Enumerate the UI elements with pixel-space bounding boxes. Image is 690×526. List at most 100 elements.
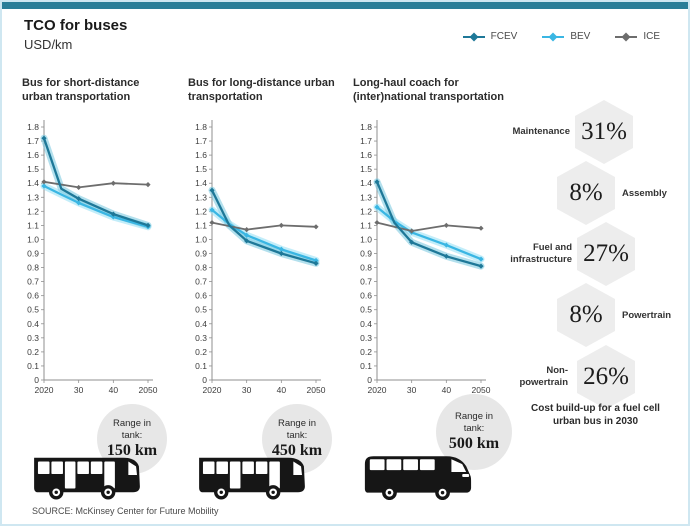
svg-text:1.3: 1.3	[27, 192, 39, 202]
svg-text:1.8: 1.8	[195, 122, 207, 132]
svg-text:0.2: 0.2	[27, 347, 39, 357]
svg-text:1.6: 1.6	[195, 150, 207, 160]
bev-line-marker-icon	[542, 32, 565, 41]
svg-text:1.8: 1.8	[360, 122, 372, 132]
svg-text:0.4: 0.4	[360, 319, 372, 329]
source-note: SOURCE: McKinsey Center for Future Mobil…	[32, 506, 219, 516]
svg-text:0.8: 0.8	[27, 263, 39, 273]
svg-text:1.1: 1.1	[360, 220, 372, 230]
range-label: Range in tank:	[112, 418, 152, 441]
svg-text:1.2: 1.2	[195, 206, 207, 216]
svg-text:0.4: 0.4	[27, 319, 39, 329]
svg-text:30: 30	[242, 385, 252, 395]
svg-text:1.4: 1.4	[360, 178, 372, 188]
legend: FCEV BEV ICE	[462, 31, 660, 42]
hexagon-non-powertrain: 26%	[577, 345, 635, 409]
svg-text:1.5: 1.5	[195, 164, 207, 174]
ice-line-marker-icon	[615, 32, 638, 41]
svg-text:0.1: 0.1	[360, 361, 372, 371]
non-powertrain-percent: 26%	[583, 363, 629, 390]
fcev-line-marker-icon	[462, 32, 485, 41]
svg-text:1.4: 1.4	[27, 178, 39, 188]
svg-text:0.2: 0.2	[195, 347, 207, 357]
svg-text:0.3: 0.3	[195, 333, 207, 343]
coach-bus-icon	[364, 456, 472, 500]
range-label: Range in tank:	[277, 418, 317, 441]
fuel-infrastructure-percent: 27%	[583, 240, 629, 267]
svg-text:0.4: 0.4	[195, 319, 207, 329]
fuel-infrastructure-label: Fuel and infrastructure	[510, 242, 572, 265]
svg-text:0.2: 0.2	[360, 347, 372, 357]
svg-text:1.7: 1.7	[195, 136, 207, 146]
svg-text:0.9: 0.9	[195, 249, 207, 259]
legend-item-fcev: FCEV	[462, 31, 518, 42]
svg-text:1.6: 1.6	[360, 150, 372, 160]
svg-text:0.8: 0.8	[195, 263, 207, 273]
svg-text:0.7: 0.7	[27, 277, 39, 287]
svg-text:30: 30	[74, 385, 84, 395]
svg-text:1.4: 1.4	[195, 178, 207, 188]
svg-text:0.1: 0.1	[27, 361, 39, 371]
svg-text:2050: 2050	[139, 385, 158, 395]
svg-text:1.6: 1.6	[27, 150, 39, 160]
chart-title-long-distance: Bus for long-distance urban transportati…	[188, 77, 335, 104]
line-chart-short-distance: 0 0.1 0.2 0.3 0.4 0.5 0.6 0.7 0.8 0.9 1.0 1.1 1.2 1.3…	[27, 120, 158, 395]
svg-text:0.9: 0.9	[27, 249, 39, 259]
svg-text:1.0: 1.0	[27, 234, 39, 244]
legend-label-ice: ICE	[643, 31, 660, 42]
svg-text:1.0: 1.0	[360, 234, 372, 244]
maintenance-percent: 31%	[581, 118, 627, 145]
svg-text:2020: 2020	[35, 385, 54, 395]
legend-item-ice: ICE	[614, 31, 660, 42]
svg-text:1.2: 1.2	[27, 206, 39, 216]
svg-text:1.3: 1.3	[360, 192, 372, 202]
svg-text:1.2: 1.2	[360, 206, 372, 216]
svg-text:2050: 2050	[307, 385, 326, 395]
svg-text:0.5: 0.5	[195, 305, 207, 315]
assembly-label: Assembly	[622, 188, 667, 199]
svg-text:1.5: 1.5	[27, 164, 39, 174]
svg-text:0: 0	[202, 375, 207, 385]
svg-text:1.5: 1.5	[360, 164, 372, 174]
svg-text:0.7: 0.7	[195, 277, 207, 287]
svg-text:1.7: 1.7	[27, 136, 39, 146]
hexagon-assembly: 8%	[557, 161, 615, 225]
city-bus-icon	[34, 457, 140, 500]
legend-item-bev: BEV	[541, 31, 590, 42]
hexagon-fuel-infrastructure: 27%	[577, 222, 635, 286]
svg-text:0.6: 0.6	[27, 291, 39, 301]
svg-text:1.0: 1.0	[195, 234, 207, 244]
svg-text:1.1: 1.1	[195, 220, 207, 230]
svg-text:0.7: 0.7	[360, 277, 372, 287]
line-chart-long-haul: 0 0.1 0.2 0.3 0.4 0.5 0.6 0.7 0.8 0.9 1.0 1.1 1.2 1.3…	[360, 120, 491, 395]
svg-text:1.1: 1.1	[27, 220, 39, 230]
svg-text:0.6: 0.6	[360, 291, 372, 301]
page-subtitle: USD/km	[24, 37, 73, 52]
svg-text:0.9: 0.9	[360, 249, 372, 259]
chart-title-long-haul: Long-haul coach for (inter)national tran…	[353, 77, 504, 104]
svg-text:2020: 2020	[203, 385, 222, 395]
svg-text:30: 30	[407, 385, 417, 395]
maintenance-label: Maintenance	[512, 126, 570, 137]
chart-title-short-distance: Bus for short-distance urban transportat…	[22, 77, 140, 104]
assembly-percent: 8%	[569, 179, 603, 206]
city-bus-icon	[199, 457, 305, 500]
non-powertrain-label: Non-powertrain	[519, 365, 568, 388]
teal-top-bar	[2, 2, 688, 9]
legend-label-fcev: FCEV	[490, 31, 518, 42]
svg-text:0.3: 0.3	[360, 333, 372, 343]
svg-text:0.1: 0.1	[195, 361, 207, 371]
svg-text:2050: 2050	[472, 385, 491, 395]
powertrain-percent: 8%	[569, 301, 603, 328]
svg-text:1.3: 1.3	[195, 192, 207, 202]
svg-text:0.5: 0.5	[27, 305, 39, 315]
legend-label-bev: BEV	[570, 31, 591, 42]
svg-text:0.5: 0.5	[360, 305, 372, 315]
svg-text:1.7: 1.7	[360, 136, 372, 146]
svg-text:40: 40	[442, 385, 452, 395]
svg-text:1.8: 1.8	[27, 122, 39, 132]
svg-text:0.6: 0.6	[195, 291, 207, 301]
hexagon-powertrain: 8%	[557, 283, 615, 347]
svg-text:40: 40	[277, 385, 287, 395]
